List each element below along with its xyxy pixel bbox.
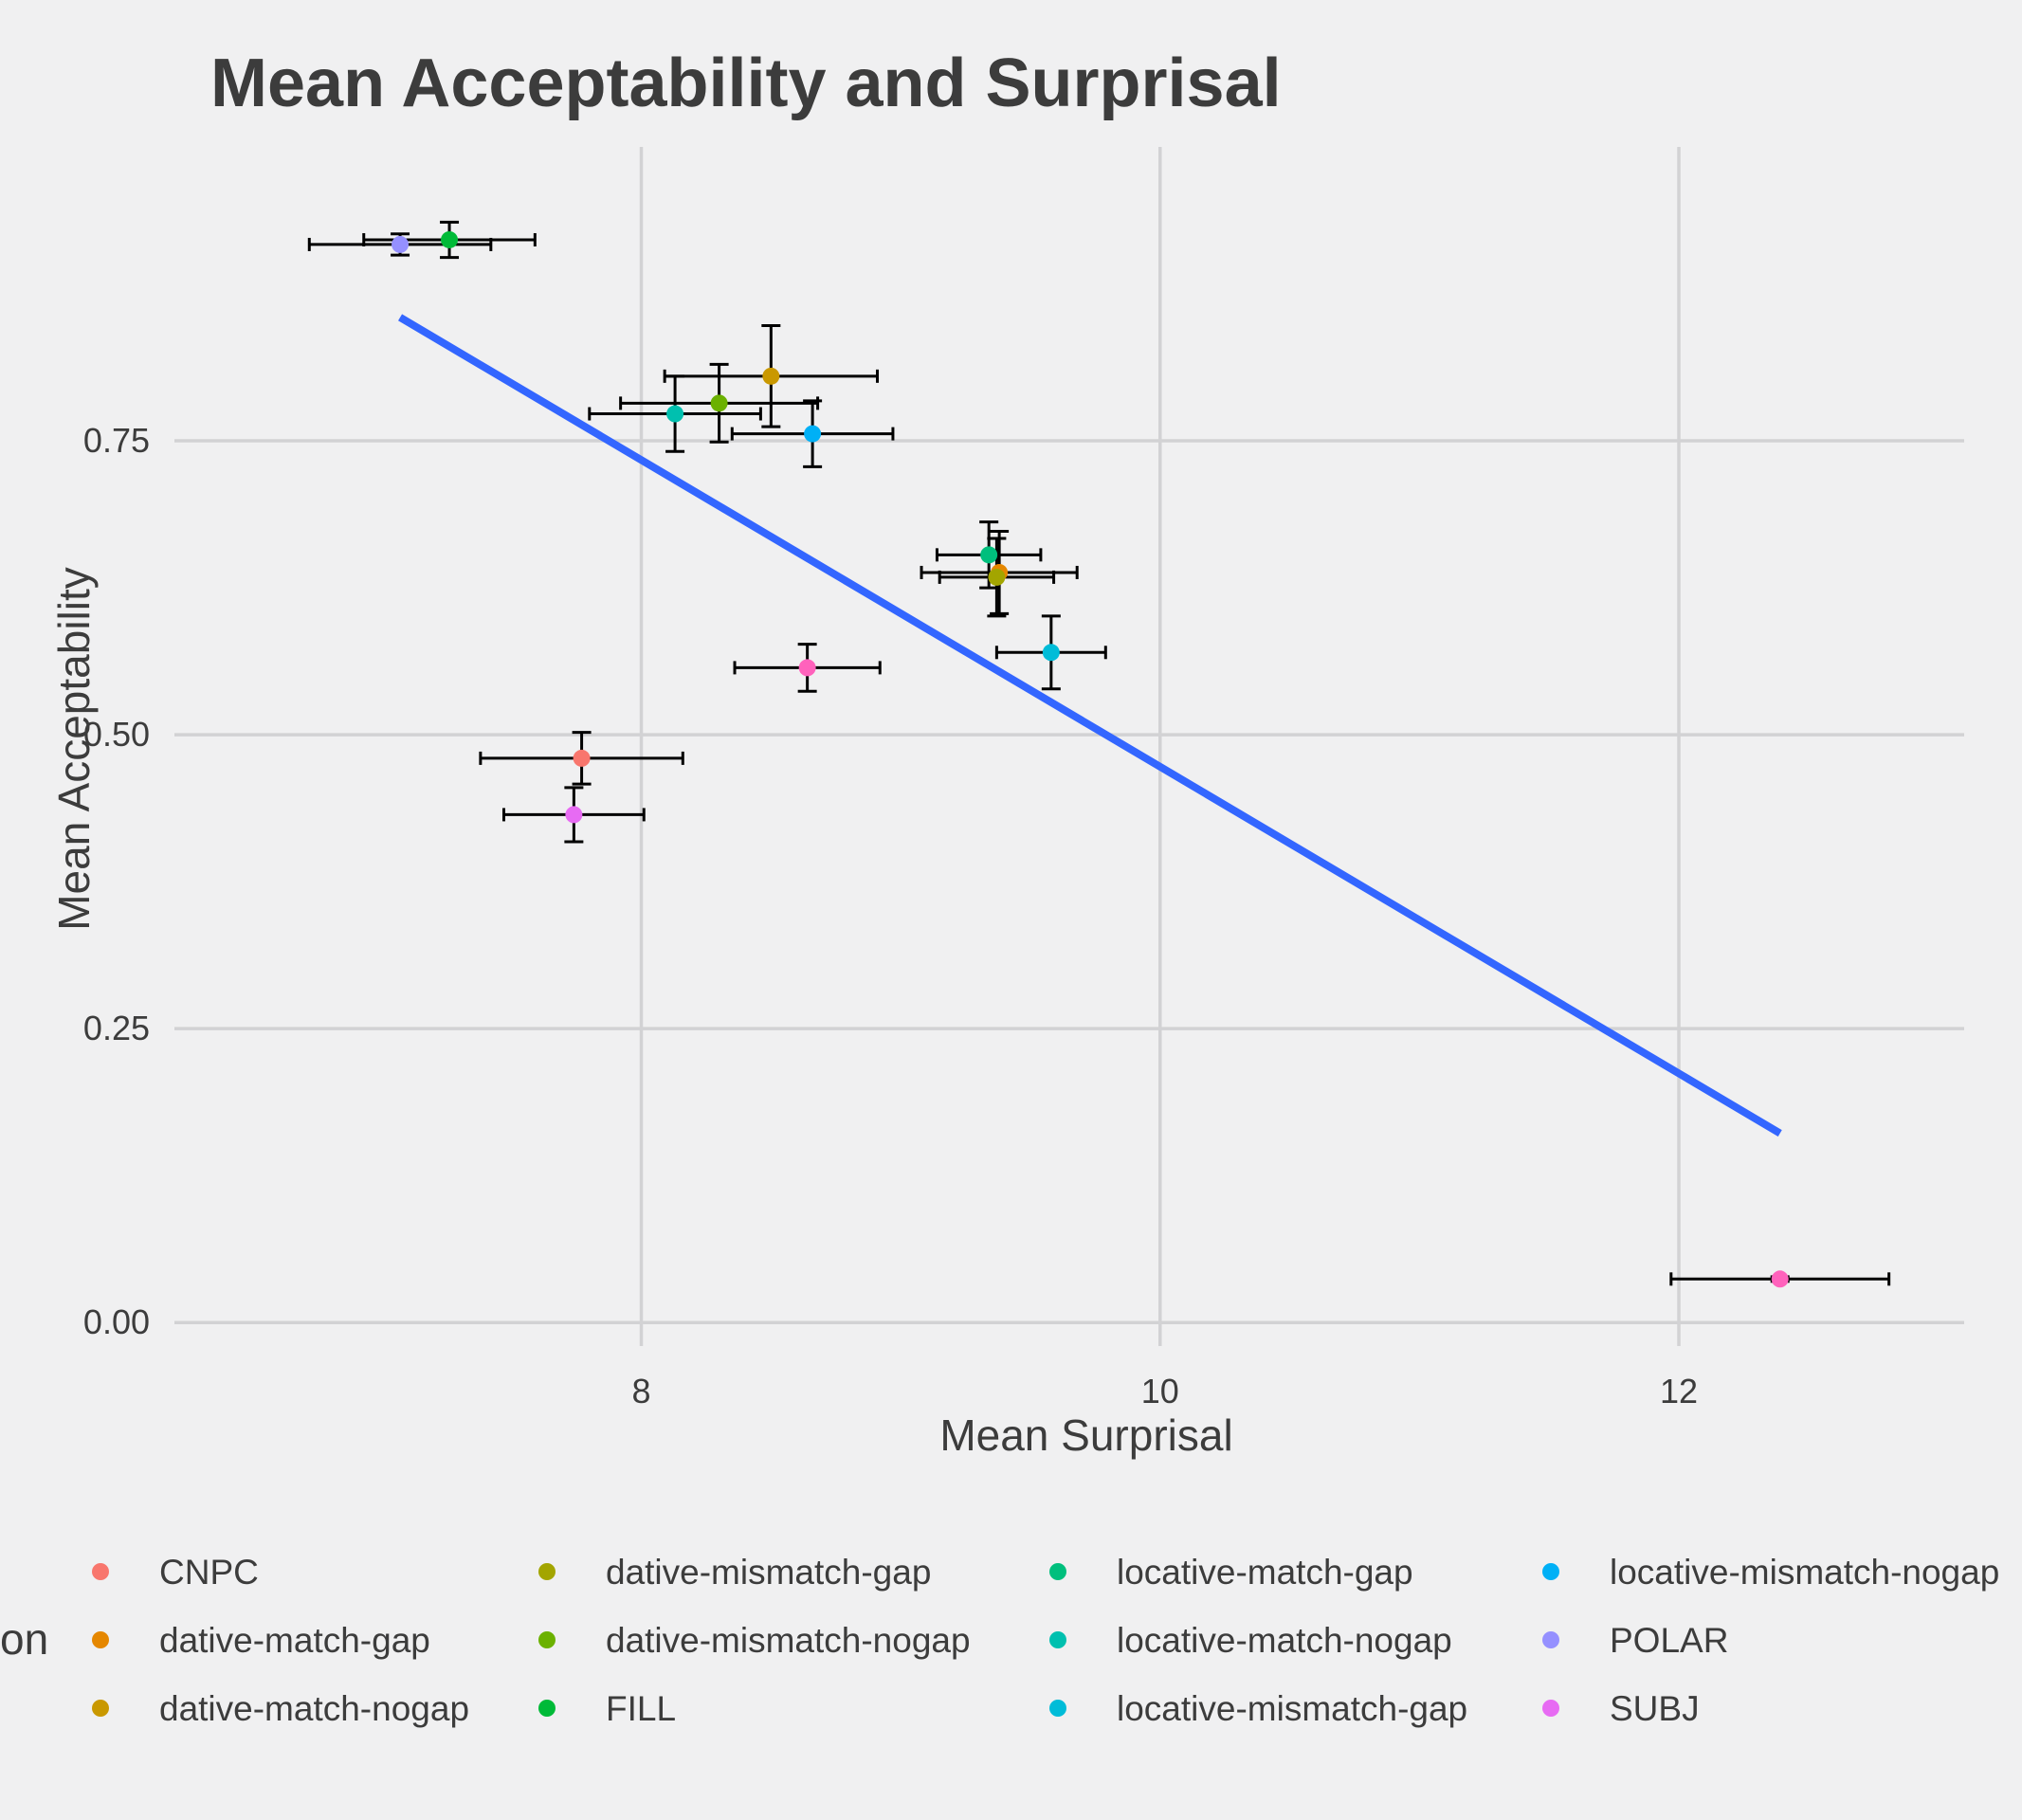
legend: on CNPC dative-match-gap dative-match-noga… xyxy=(0,1553,1999,1728)
data-point xyxy=(804,425,822,443)
data-point xyxy=(573,749,591,767)
y-tick-label: 0.75 xyxy=(83,421,150,460)
legend-label: locative-match-nogap xyxy=(1117,1621,1452,1660)
fit-line-layer xyxy=(398,314,1782,1137)
x-tick-label: 10 xyxy=(1141,1372,1179,1410)
y-tick-label: 0.50 xyxy=(83,715,150,754)
legend-label: CNPC xyxy=(159,1553,259,1592)
data-point xyxy=(392,235,410,253)
legend-key xyxy=(92,1563,109,1580)
legend-title: on xyxy=(0,1614,48,1664)
legend-label: locative-mismatch-gap xyxy=(1117,1689,1467,1728)
legend-key xyxy=(1049,1631,1066,1648)
data-point xyxy=(762,367,780,385)
error-bars xyxy=(307,220,1891,1286)
data-points xyxy=(392,230,1789,1288)
data-point xyxy=(565,806,583,824)
data-point xyxy=(666,405,684,423)
tick-labels: 8 10 12 0.00 0.25 0.50 0.75 xyxy=(83,421,1698,1410)
legend-key xyxy=(92,1631,109,1648)
legend-label: locative-mismatch-nogap xyxy=(1610,1553,1999,1592)
legend-label: dative-mismatch-nogap xyxy=(606,1621,971,1660)
legend-key xyxy=(92,1700,109,1717)
legend-key xyxy=(538,1700,556,1717)
legend-key xyxy=(1542,1631,1559,1648)
y-tick-label: 0.00 xyxy=(83,1302,150,1341)
data-point xyxy=(1771,1270,1789,1288)
legend-label: SUBJ xyxy=(1610,1689,1700,1728)
legend-key xyxy=(1049,1563,1066,1580)
legend-label: FILL xyxy=(606,1689,676,1728)
y-axis-title: Mean Acceptability xyxy=(49,567,99,931)
legend-label: POLAR xyxy=(1610,1621,1728,1660)
x-tick-label: 8 xyxy=(632,1372,651,1410)
data-point xyxy=(1042,644,1060,662)
data-point xyxy=(710,394,728,412)
legend-key xyxy=(1542,1700,1559,1717)
x-tick-label: 12 xyxy=(1660,1372,1698,1410)
legend-label: locative-match-gap xyxy=(1117,1553,1413,1592)
y-tick-label: 0.25 xyxy=(83,1009,150,1047)
legend-key xyxy=(1049,1700,1066,1717)
legend-key xyxy=(538,1631,556,1648)
legend-label: dative-match-gap xyxy=(159,1621,430,1660)
legend-key xyxy=(1542,1563,1559,1580)
legend-key xyxy=(538,1563,556,1580)
chart-title: Mean Acceptability and Surprisal xyxy=(210,46,1282,121)
data-point xyxy=(441,230,459,248)
data-point xyxy=(798,659,816,677)
grid xyxy=(174,147,1964,1346)
data-point xyxy=(980,546,998,564)
legend-label: dative-mismatch-gap xyxy=(606,1553,931,1592)
data-point xyxy=(988,568,1006,586)
x-axis-title: Mean Surprisal xyxy=(939,1410,1232,1460)
regression-line xyxy=(398,314,1782,1137)
legend-label: dative-match-nogap xyxy=(159,1689,469,1728)
